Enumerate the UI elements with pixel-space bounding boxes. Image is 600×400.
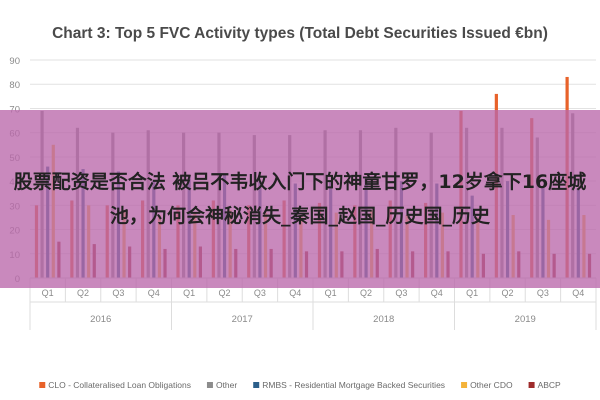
x-tick-label: Q1	[325, 288, 337, 298]
legend-label: Other CDO	[470, 380, 513, 390]
y-tick-label: 90	[9, 56, 20, 67]
x-tick-label: Q3	[254, 288, 266, 298]
legend-swatch	[528, 382, 535, 388]
legend-label: Other	[216, 380, 237, 390]
overlay-banner: 股票配资是否合法 被吕不韦收入门下的神童甘罗，12岁拿下16座城池，为何会神秘消…	[0, 110, 600, 288]
y-tick-label: 80	[9, 80, 20, 91]
legend-item: ABCP	[528, 380, 561, 390]
x-tick-label: Q3	[395, 288, 407, 298]
x-tick-label: Q1	[183, 288, 195, 298]
legend-swatch	[253, 382, 260, 388]
legend-item: Other CDO	[461, 380, 513, 390]
legend-item: Other	[206, 380, 237, 390]
x-tick-label: Q4	[431, 288, 443, 298]
x-tick-label: Q2	[219, 288, 231, 298]
x-group-label: 2017	[232, 314, 253, 325]
x-tick-label: Q2	[502, 288, 514, 298]
x-tick-label: Q4	[289, 288, 301, 298]
x-group-label: 2018	[373, 314, 394, 325]
x-tick-label: Q1	[42, 288, 54, 298]
legend: CLO - Collateralised Loan Obligations Oth…	[39, 380, 561, 390]
legend-label: CLO - Collateralised Loan Obligations	[48, 380, 191, 390]
legend-item: RMBS - Residential Mortgage Backed Secur…	[253, 380, 445, 390]
x-tick-label: Q1	[466, 288, 478, 298]
legend-label: RMBS - Residential Mortgage Backed Secur…	[262, 380, 445, 390]
x-tick-label: Q2	[77, 288, 89, 298]
x-tick-label: Q4	[148, 288, 160, 298]
y-tick-label: 70	[9, 104, 20, 115]
x-group-label: 2016	[90, 314, 111, 325]
chart-title: Chart 3: Top 5 FVC Activity types (Total…	[52, 25, 548, 42]
x-tick-label: Q4	[572, 288, 584, 298]
legend-item: CLO - Collateralised Loan Obligations	[39, 380, 191, 390]
x-tick-label: Q2	[360, 288, 372, 298]
legend-swatch	[206, 382, 213, 388]
x-group-label: 2019	[515, 314, 536, 325]
legend-swatch	[39, 382, 46, 388]
x-tick-label: Q3	[112, 288, 124, 298]
legend-swatch	[461, 382, 468, 388]
legend-label: ABCP	[538, 380, 561, 390]
overlay-text: 股票配资是否合法 被吕不韦收入门下的神童甘罗，12岁拿下16座城池，为何会神秘消…	[13, 171, 587, 227]
x-tick-label: Q3	[537, 288, 549, 298]
